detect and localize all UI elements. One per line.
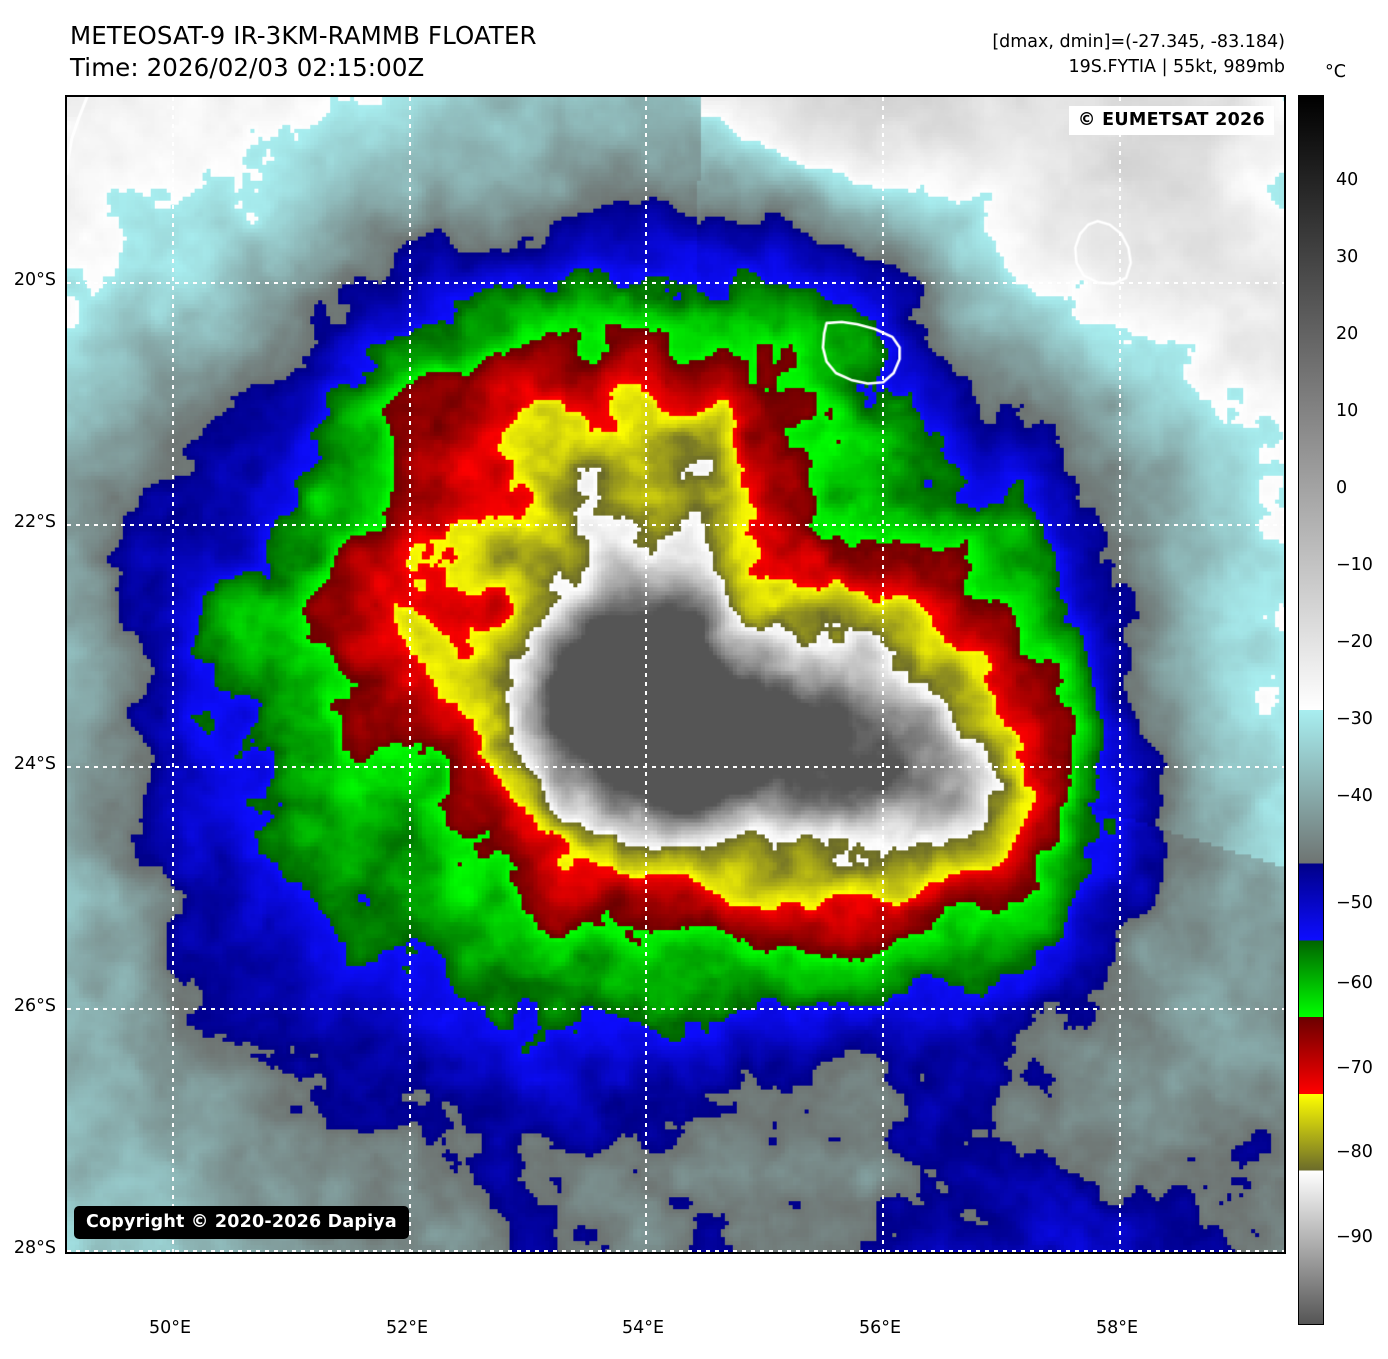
metadata-block: [dmax, dmin]=(-27.345, -83.184) 19S.FYTI… xyxy=(992,30,1285,80)
colorbar-tick-m90: −90 xyxy=(1336,1227,1373,1247)
lat-tick-26S: 26°S xyxy=(13,996,56,1016)
lon-tick-56E: 56°E xyxy=(858,1318,902,1338)
lon-tick-58E: 58°E xyxy=(1095,1318,1139,1338)
page-title: METEOSAT-9 IR-3KM-RAMMB FLOATER Time: 20… xyxy=(70,20,537,84)
colorbar-tick-10: 10 xyxy=(1336,401,1359,421)
lon-tick-54E: 54°E xyxy=(621,1318,665,1338)
title-product: METEOSAT-9 IR-3KM-RAMMB FLOATER xyxy=(70,21,537,50)
colorbar-tick-m30: −30 xyxy=(1336,709,1373,729)
storm-info-label: 19S.FYTIA | 55kt, 989mb xyxy=(1068,57,1286,77)
satellite-image-plot[interactable]: © EUMETSAT 2026 Copyright © 2020-2026 Da… xyxy=(65,95,1286,1254)
colorbar-tick-m10: −10 xyxy=(1336,555,1373,575)
colorbar-tick-m70: −70 xyxy=(1336,1058,1373,1078)
data-range-label: [dmax, dmin]=(-27.345, -83.184) xyxy=(992,32,1285,52)
lat-tick-28S: 28°S xyxy=(13,1238,56,1258)
colorbar-tick-0: 0 xyxy=(1336,478,1348,498)
colorbar-tick-30: 30 xyxy=(1336,247,1359,267)
satellite-ir-imagery xyxy=(67,97,1284,1252)
lon-tick-50E: 50°E xyxy=(148,1318,192,1338)
colorbar-tick-20: 20 xyxy=(1336,324,1359,344)
lat-tick-24S: 24°S xyxy=(13,754,56,774)
lat-tick-20S: 20°S xyxy=(13,270,56,290)
lon-tick-52E: 52°E xyxy=(385,1318,429,1338)
temperature-colorbar[interactable] xyxy=(1298,95,1324,1325)
title-timestamp: Time: 2026/02/03 02:15:00Z xyxy=(70,53,425,82)
eumetsat-credit-badge: © EUMETSAT 2026 xyxy=(1068,106,1274,135)
lat-tick-22S: 22°S xyxy=(13,512,56,532)
colorbar-tick-m80: −80 xyxy=(1336,1142,1373,1162)
colorbar-unit-label: °C xyxy=(1325,62,1346,82)
colorbar-tick-40: 40 xyxy=(1336,170,1359,190)
copyright-badge: Copyright © 2020-2026 Dapiya xyxy=(74,1206,409,1239)
colorbar-tick-m40: −40 xyxy=(1336,786,1373,806)
colorbar-tick-m50: −50 xyxy=(1336,893,1373,913)
colorbar-gradient xyxy=(1299,96,1323,1324)
colorbar-tick-m20: −20 xyxy=(1336,632,1373,652)
colorbar-tick-m60: −60 xyxy=(1336,973,1373,993)
